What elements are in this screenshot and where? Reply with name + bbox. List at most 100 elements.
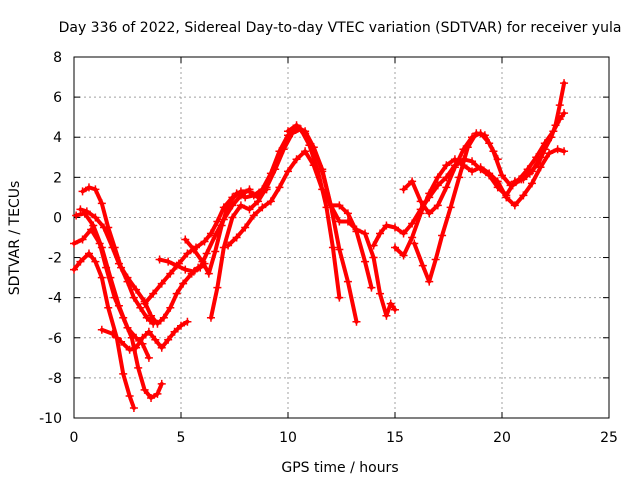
data-point [343, 277, 352, 286]
data-point [472, 129, 481, 138]
x-tick-label: 20 [493, 430, 511, 446]
data-point [262, 183, 271, 192]
data-point [480, 131, 489, 140]
data-point [172, 289, 181, 298]
x-tick-label: 0 [70, 430, 79, 446]
data-point [266, 197, 275, 206]
data-point [123, 323, 132, 332]
data-point [438, 231, 447, 240]
data-point [416, 209, 425, 218]
y-tick-label: 4 [53, 130, 62, 146]
data-point [76, 257, 85, 266]
data-point [213, 217, 222, 226]
data-point [123, 273, 132, 282]
data-point [318, 167, 327, 176]
data-point [136, 303, 145, 312]
data-point [416, 197, 425, 206]
y-axis-label: SDTVAR / TECUs [7, 181, 23, 296]
y-tick-label: -4 [48, 291, 62, 307]
data-point [159, 313, 168, 322]
data-point [399, 185, 408, 194]
series-layer [70, 79, 569, 412]
data-point [493, 177, 502, 186]
data-point [369, 253, 378, 262]
chart-title: Day 336 of 2022, Sidereal Day-to-day VTE… [59, 20, 622, 36]
series-s7 [140, 185, 271, 308]
data-point [138, 333, 147, 342]
data-point [153, 319, 162, 328]
data-point [335, 217, 344, 226]
data-point [206, 313, 215, 322]
data-point [536, 163, 545, 172]
data-point [97, 325, 106, 334]
data-point [553, 145, 562, 154]
data-point [172, 261, 181, 270]
data-point [245, 205, 254, 214]
data-point [309, 143, 318, 152]
data-point [292, 155, 301, 164]
x-tick-label: 5 [177, 430, 186, 446]
data-point [408, 177, 417, 186]
data-point [292, 121, 301, 130]
data-point [455, 173, 464, 182]
data-point [91, 185, 100, 194]
data-point [560, 79, 569, 88]
grid-lines [74, 57, 609, 418]
data-point [361, 257, 370, 266]
series-line [371, 155, 543, 248]
data-point [502, 193, 511, 202]
data-point [463, 143, 472, 152]
data-point [540, 145, 549, 154]
data-point [508, 181, 517, 190]
data-point [442, 161, 451, 170]
data-point [125, 391, 134, 400]
data-point [391, 305, 399, 314]
data-point [166, 269, 175, 278]
data-point [519, 191, 528, 200]
data-point [328, 243, 337, 252]
data-point [431, 255, 440, 264]
data-point [204, 269, 213, 278]
data-point [498, 171, 506, 180]
data-point [245, 185, 254, 194]
data-point [108, 243, 117, 252]
y-tick-label: 8 [53, 50, 62, 66]
data-point [408, 233, 417, 242]
x-tick-label: 15 [386, 430, 404, 446]
data-point [76, 205, 85, 214]
data-point [181, 265, 190, 274]
data-point [560, 109, 569, 118]
data-point [382, 311, 391, 320]
data-point [89, 221, 98, 230]
data-point [147, 393, 156, 402]
data-point [510, 201, 519, 210]
data-point [241, 223, 250, 232]
data-point [132, 343, 141, 352]
data-point [485, 169, 494, 178]
data-point [369, 241, 378, 250]
y-tick-label: -8 [48, 371, 62, 387]
data-point [219, 243, 228, 252]
data-point [91, 257, 100, 266]
data-point [391, 243, 399, 252]
data-point [284, 127, 292, 136]
y-tick-label: -6 [48, 331, 62, 347]
x-axis-label: GPS time / hours [281, 460, 398, 476]
data-point [534, 159, 543, 168]
data-point [151, 335, 160, 344]
data-point [352, 225, 361, 234]
series-s5 [76, 205, 209, 328]
data-point [170, 327, 179, 336]
data-point [386, 299, 395, 308]
data-point [91, 213, 100, 222]
data-point [236, 201, 245, 210]
data-point [224, 241, 233, 250]
series-s6 [97, 317, 192, 354]
data-point [144, 327, 153, 336]
data-point [213, 283, 222, 292]
data-point [476, 163, 485, 172]
data-point [517, 175, 526, 184]
data-point [200, 237, 209, 246]
data-point [335, 245, 344, 254]
data-point [322, 203, 331, 212]
